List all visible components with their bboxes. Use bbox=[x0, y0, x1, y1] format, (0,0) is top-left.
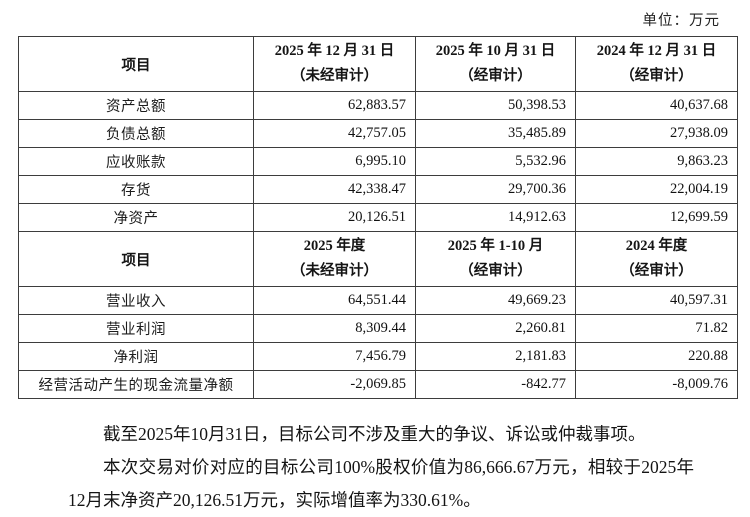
row-label-cell: 存货 bbox=[18, 175, 254, 204]
audit-status-label: （经审计） bbox=[459, 68, 532, 84]
value-cell: 49,669.23 bbox=[415, 286, 576, 315]
row-label-cell: 负债总额 bbox=[18, 119, 254, 148]
audit-status-label: （经审计） bbox=[620, 68, 693, 84]
period-label: 2025 年 10 月 31 日 bbox=[435, 43, 556, 59]
financial-table: 项目 2025 年 12 月 31 日 （未经审计） 2025 年 10 月 31 日… bbox=[18, 36, 738, 399]
period-label: 2024 年度 bbox=[625, 238, 688, 254]
row-label-cell: 营业利润 bbox=[18, 314, 254, 343]
table-row: 经营活动产生的现金流量净额 -2,069.85 -842.77 -8,009.76 bbox=[18, 370, 738, 399]
period-header-cell: 2025 年度 （未经审计） bbox=[253, 231, 416, 287]
table-row: 净利润 7,456.79 2,181.83 220.88 bbox=[18, 342, 738, 371]
period-label: 2024 年 12 月 31 日 bbox=[596, 43, 717, 59]
audit-status-label: （经审计） bbox=[620, 263, 693, 279]
value-cell: 6,995.10 bbox=[253, 147, 416, 176]
table-row: 存货 42,338.47 29,700.36 22,004.19 bbox=[18, 175, 738, 204]
value-cell: 40,637.68 bbox=[575, 91, 738, 120]
period-label: 2025 年度 bbox=[303, 238, 366, 254]
audit-status-label: （经审计） bbox=[459, 263, 532, 279]
unit-label: 单位：万元 bbox=[642, 13, 720, 29]
period-header-cell: 2025 年 10 月 31 日 （经审计） bbox=[415, 36, 576, 92]
table-row: 营业收入 64,551.44 49,669.23 40,597.31 bbox=[18, 286, 738, 315]
value-cell: 42,338.47 bbox=[253, 175, 416, 204]
value-cell: 27,938.09 bbox=[575, 119, 738, 148]
value-cell: 50,398.53 bbox=[415, 91, 576, 120]
audit-status-label: （未经审计） bbox=[291, 263, 378, 279]
value-cell: -842.77 bbox=[415, 370, 576, 399]
value-cell: 71.82 bbox=[575, 314, 738, 343]
table-row: 负债总额 42,757.05 35,485.89 27,938.09 bbox=[18, 119, 738, 148]
item-header-cell: 项目 bbox=[18, 36, 254, 92]
notes-section: 截至2025年10月31日，目标公司不涉及重大的争议、诉讼或仲裁事项。 本次交易… bbox=[68, 418, 694, 517]
value-cell: 20,126.51 bbox=[253, 203, 416, 232]
paragraph-valuation: 本次交易对价对应的目标公司100%股权价值为86,666.67万元，相较于202… bbox=[68, 457, 694, 510]
item-header-cell: 项目 bbox=[18, 231, 254, 287]
value-cell: 5,532.96 bbox=[415, 147, 576, 176]
value-cell: 35,485.89 bbox=[415, 119, 576, 148]
table-row: 净资产 20,126.51 14,912.63 12,699.59 bbox=[18, 203, 738, 232]
table-row: 资产总额 62,883.57 50,398.53 40,637.68 bbox=[18, 91, 738, 120]
table-header-row: 项目 2025 年 12 月 31 日 （未经审计） 2025 年 10 月 31 日… bbox=[18, 36, 738, 92]
value-cell: 2,260.81 bbox=[415, 314, 576, 343]
row-label-cell: 应收账款 bbox=[18, 147, 254, 176]
value-cell: 220.88 bbox=[575, 342, 738, 371]
row-label-cell: 资产总额 bbox=[18, 91, 254, 120]
value-cell: 62,883.57 bbox=[253, 91, 416, 120]
value-cell: -8,009.76 bbox=[575, 370, 738, 399]
period-label: 2025 年 12 月 31 日 bbox=[274, 43, 395, 59]
row-label-cell: 净资产 bbox=[18, 203, 254, 232]
value-cell: 12,699.59 bbox=[575, 203, 738, 232]
table-header-row: 项目 2025 年度 （未经审计） 2025 年 1-10 月（经审计） 2024 年度… bbox=[18, 231, 738, 287]
table-row: 应收账款 6,995.10 5,532.96 9,863.23 bbox=[18, 147, 738, 176]
row-label-cell: 经营活动产生的现金流量净额 bbox=[18, 370, 254, 399]
period-label: 2025 年 1-10 月 bbox=[447, 238, 544, 254]
paragraph-litigation: 截至2025年10月31日，目标公司不涉及重大的争议、诉讼或仲裁事项。 bbox=[103, 424, 646, 444]
period-header-cell: 2025 年 1-10 月 （经审计） bbox=[415, 231, 576, 287]
value-cell: -2,069.85 bbox=[253, 370, 416, 399]
value-cell: 7,456.79 bbox=[253, 342, 416, 371]
value-cell: 9,863.23 bbox=[575, 147, 738, 176]
period-header-cell: 2025 年 12 月 31 日 （未经审计） bbox=[253, 36, 416, 92]
value-cell: 29,700.36 bbox=[415, 175, 576, 204]
audit-status-label: （未经审计） bbox=[291, 68, 378, 84]
row-label-cell: 净利润 bbox=[18, 342, 254, 371]
table-row: 营业利润 8,309.44 2,260.81 71.82 bbox=[18, 314, 738, 343]
period-header-cell: 2024 年 12 月 31 日 （经审计） bbox=[575, 36, 738, 92]
value-cell: 42,757.05 bbox=[253, 119, 416, 148]
value-cell: 2,181.83 bbox=[415, 342, 576, 371]
period-header-cell: 2024 年度 （经审计） bbox=[575, 231, 738, 287]
value-cell: 14,912.63 bbox=[415, 203, 576, 232]
value-cell: 64,551.44 bbox=[253, 286, 416, 315]
row-label-cell: 营业收入 bbox=[18, 286, 254, 315]
value-cell: 22,004.19 bbox=[575, 175, 738, 204]
value-cell: 8,309.44 bbox=[253, 314, 416, 343]
value-cell: 40,597.31 bbox=[575, 286, 738, 315]
